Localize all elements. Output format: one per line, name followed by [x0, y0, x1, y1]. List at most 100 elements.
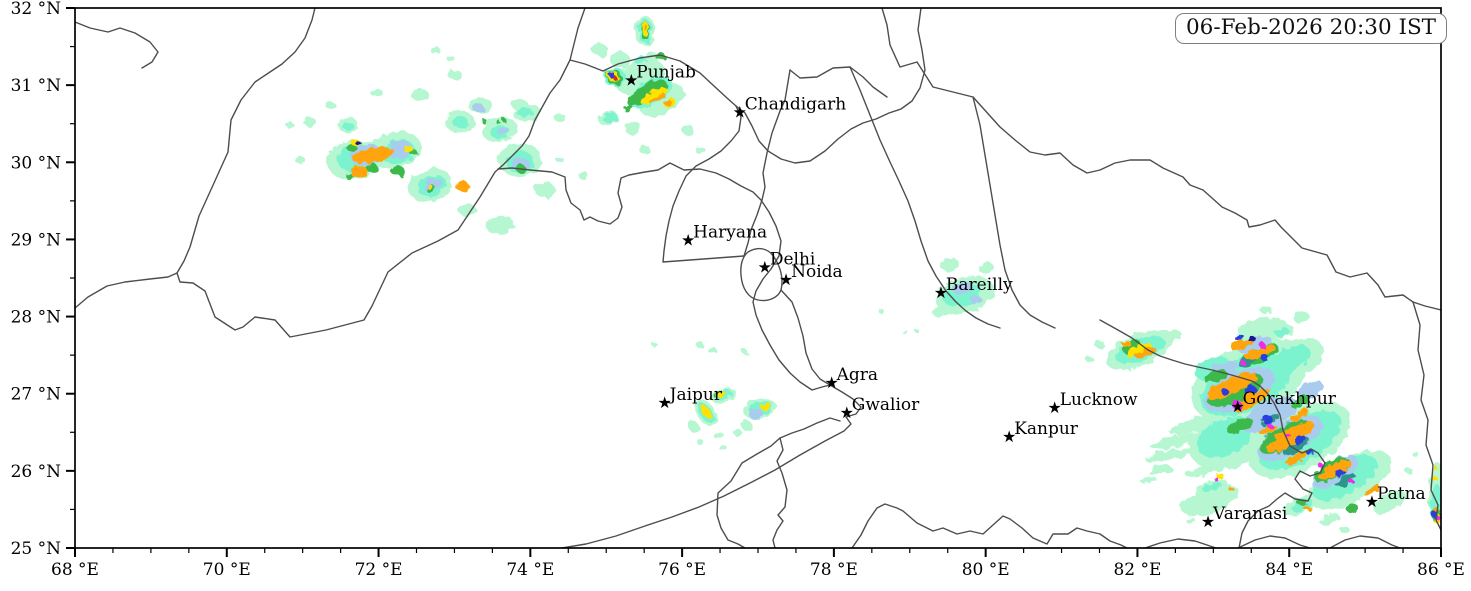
radar-cell [458, 204, 476, 216]
city-marker-noida: ★Noida [779, 262, 843, 289]
radar-cell [1221, 389, 1229, 395]
boundary-punjab-himachal [569, 8, 926, 164]
city-marker-patna: ★Patna [1365, 484, 1426, 511]
radar-cell [455, 181, 469, 191]
radar-cell [1230, 340, 1254, 350]
radar-cell [970, 296, 982, 304]
radar-cell [623, 104, 633, 112]
city-star-icon: ★ [681, 230, 695, 249]
radar-cell [1297, 500, 1307, 506]
boundary-jk-topleft [75, 21, 159, 69]
city-marker-gorakhpur: ★Gorakhpur [1230, 389, 1336, 416]
boundary-nepal-inner [972, 96, 1056, 329]
radar-cell [625, 121, 641, 135]
radar-cell [1267, 424, 1273, 428]
boundary-up-southwest [780, 289, 831, 386]
radar-cell [1349, 480, 1355, 484]
radar-cell [342, 122, 354, 130]
radar-cell [1297, 380, 1323, 400]
radar-cell [411, 89, 429, 101]
radar-cell [391, 166, 405, 176]
radar-cell [388, 140, 412, 160]
radar-cell [687, 419, 701, 435]
radar-cell [707, 347, 717, 353]
city-star-icon: ★ [657, 393, 671, 412]
boundary-uttarakhand-east [849, 66, 1001, 329]
boundary-bundelkhand-hook [772, 437, 788, 548]
city-star-icon: ★ [1230, 397, 1244, 416]
boundary-bihar-south-a [1237, 535, 1311, 548]
radar-cell [554, 114, 566, 122]
radar-cell [1150, 430, 1210, 450]
radar-cell [427, 185, 433, 189]
city-label: Kanpur [1014, 419, 1079, 439]
radar-cell [1227, 486, 1233, 490]
city-star-icon: ★ [824, 373, 838, 392]
radar-cell [1248, 336, 1256, 342]
city-label: Gorakhpur [1243, 389, 1337, 409]
radar-cell [1319, 459, 1351, 481]
city-label: Lucknow [1060, 390, 1138, 410]
radar-cell [1340, 527, 1350, 533]
radar-cell [603, 112, 617, 124]
radar-cell [1135, 347, 1157, 359]
city-marker-kanpur: ★Kanpur [1002, 419, 1079, 446]
city-label: Chandigarh [745, 94, 847, 114]
radar-cell [1413, 452, 1419, 458]
city-label: Patna [1377, 484, 1426, 504]
radar-cell [1294, 312, 1310, 324]
city-star-icon: ★ [779, 270, 793, 289]
city-star-icon: ★ [624, 71, 638, 90]
y-tick-label: 29 °N [11, 230, 62, 250]
radar-cell [325, 101, 335, 109]
radar-cell [448, 70, 462, 80]
radar-cell [503, 119, 507, 123]
city-marker-haryana: ★Haryana [681, 222, 767, 249]
x-tick-label: 80 °E [962, 560, 1010, 580]
radar-cell [742, 350, 748, 354]
radar-cell [695, 146, 705, 154]
timestamp-text: 06-Feb-2026 20:30 IST [1186, 15, 1437, 40]
radar-cell [682, 125, 694, 135]
radar-cell [1165, 329, 1181, 341]
radar-cell [1122, 341, 1132, 347]
boundary-nepal-lowland [1099, 319, 1284, 431]
radar-cell [940, 258, 960, 272]
radar-cell [749, 408, 763, 420]
radar-cell [1185, 463, 1225, 477]
radar-cell [652, 343, 658, 347]
radar-cell [1181, 484, 1239, 516]
city-star-icon: ★ [758, 257, 772, 276]
radar-cell [1145, 447, 1195, 463]
radar-cell [1086, 357, 1094, 363]
radar-cell [403, 146, 413, 152]
radar-cell [1227, 417, 1253, 435]
radar-precipitation-layer [286, 16, 1441, 533]
radar-cell [1290, 395, 1310, 409]
radar-cell [1285, 451, 1307, 465]
boundary-mp-up-south [851, 503, 1128, 548]
radar-cell [877, 308, 883, 312]
radar-cell [497, 127, 509, 135]
plot-frame [74, 7, 1442, 549]
radar-cell [1148, 465, 1172, 475]
radar-cell [1270, 344, 1310, 376]
boundary-uttarakhand-north [789, 66, 888, 98]
radar-cell [613, 76, 617, 80]
boundary-delhi-ring [740, 247, 783, 302]
radar-cell [740, 420, 754, 432]
radar-cell [1095, 341, 1105, 349]
city-marker-chandigarh: ★Chandigarh [733, 94, 847, 121]
boundary-up-bihar-snake [1238, 429, 1326, 548]
radar-cell [932, 307, 948, 317]
boundary-pakistan-border [176, 8, 586, 338]
radar-cell [304, 117, 316, 127]
radar-cell [366, 163, 378, 173]
radar-cell [370, 88, 382, 96]
city-label: Gwalior [852, 395, 920, 415]
radar-cell [1404, 467, 1412, 473]
city-label: Punjab [636, 63, 696, 83]
radar-cell [1320, 513, 1340, 527]
radar-cell [535, 182, 555, 198]
x-tick-label: 82 °E [1113, 560, 1161, 580]
